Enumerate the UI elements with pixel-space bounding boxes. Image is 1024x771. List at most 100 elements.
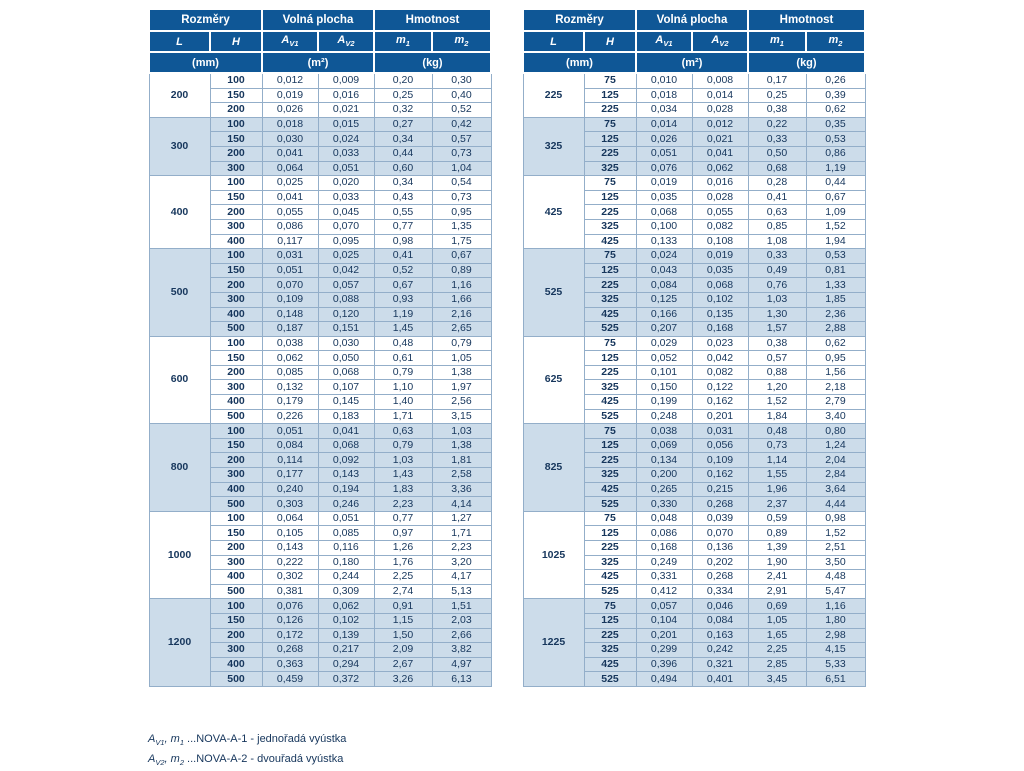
value-cell: 2,74 bbox=[373, 583, 433, 600]
value-cell: 1,24 bbox=[805, 437, 866, 454]
table-row: 425 75 0,019 0,016 0,28 0,44 bbox=[522, 175, 866, 250]
value-cell: 1,90 bbox=[747, 554, 807, 571]
value-cell: 2,67 bbox=[373, 656, 433, 673]
table-row: 300 0,222 0,180 1,76 3,20 bbox=[149, 554, 492, 571]
value-cell: 0,299 bbox=[635, 642, 693, 658]
dimension-h-cell: 100 bbox=[209, 248, 263, 264]
dimension-h-cell: 100 bbox=[209, 175, 263, 191]
value-cell: 3,64 bbox=[805, 481, 866, 498]
value-cell: 0,068 bbox=[691, 277, 749, 293]
footnote-segment: , m bbox=[164, 753, 180, 766]
value-cell: 0,48 bbox=[373, 335, 433, 352]
value-cell: 4,14 bbox=[431, 496, 492, 512]
dimension-h-cell: 325 bbox=[583, 642, 637, 658]
value-cell: 0,068 bbox=[317, 364, 375, 381]
value-cell: 2,51 bbox=[805, 540, 866, 556]
value-cell: 0,057 bbox=[317, 277, 375, 293]
value-cell: 0,68 bbox=[747, 160, 807, 177]
value-cell: 0,143 bbox=[261, 540, 319, 556]
value-cell: 0,59 bbox=[747, 510, 807, 527]
value-cell: 0,102 bbox=[691, 291, 749, 308]
dimension-h-cell: 300 bbox=[209, 160, 263, 177]
value-cell: 0,062 bbox=[261, 350, 319, 366]
dimension-l-cell: 625 bbox=[522, 335, 585, 425]
value-cell: 0,069 bbox=[635, 437, 693, 454]
value-cell: 0,194 bbox=[317, 481, 375, 498]
value-cell: 0,80 bbox=[805, 423, 866, 439]
value-cell: 0,125 bbox=[635, 291, 693, 308]
value-cell: 3,15 bbox=[431, 408, 492, 425]
value-cell: 0,086 bbox=[635, 525, 693, 541]
value-cell: 0,019 bbox=[635, 175, 693, 191]
table-header: Rozměry Volná plocha Hmotnost L H AV1 AV2 m1 m2(… bbox=[522, 8, 866, 74]
value-cell: 0,226 bbox=[261, 408, 319, 425]
value-cell: 0,73 bbox=[747, 437, 807, 454]
value-cell: 3,36 bbox=[431, 481, 492, 498]
table-row: 300 0,268 0,217 2,09 3,82 bbox=[149, 642, 492, 658]
dimension-h-cell: 100 bbox=[209, 116, 263, 133]
dimension-h-cell: 150 bbox=[209, 350, 263, 366]
table-row: 425 0,396 0,321 2,85 5,33 bbox=[523, 656, 866, 673]
value-cell: 1,52 bbox=[805, 218, 866, 235]
value-cell: 0,024 bbox=[317, 131, 375, 147]
footnote-segment: ...NOVA-A-2 - dvouřadá vyústka bbox=[183, 753, 344, 766]
value-cell: 0,056 bbox=[691, 437, 749, 454]
footnotes: AV1, m1 ...NOVA-A-1 - jednořadá vyústka A… bbox=[148, 731, 346, 771]
dimension-h-cell: 150 bbox=[209, 131, 263, 147]
value-cell: 0,53 bbox=[805, 248, 866, 264]
value-cell: 0,035 bbox=[635, 189, 693, 206]
value-cell: 0,396 bbox=[635, 656, 693, 673]
value-cell: 0,018 bbox=[261, 116, 319, 133]
value-cell: 0,076 bbox=[635, 160, 693, 177]
column-header: m1 bbox=[373, 30, 433, 53]
dimension-h-cell: 125 bbox=[583, 350, 637, 366]
value-cell: 1,65 bbox=[747, 627, 807, 644]
value-cell: 0,095 bbox=[317, 233, 375, 250]
value-cell: 0,303 bbox=[261, 496, 319, 512]
value-cell: 0,166 bbox=[635, 306, 693, 323]
table-row: 525 0,494 0,401 3,45 6,51 bbox=[523, 671, 866, 687]
value-cell: 0,042 bbox=[691, 350, 749, 366]
dimension-l-cell: 500 bbox=[148, 248, 211, 337]
value-cell: 1,20 bbox=[747, 379, 807, 396]
value-cell: 0,43 bbox=[373, 189, 433, 206]
table-row: 125 0,043 0,035 0,49 0,81 bbox=[523, 262, 866, 279]
table-row: 150 0,084 0,068 0,79 1,38 bbox=[149, 437, 492, 454]
footnote-segment: V1 bbox=[155, 738, 165, 748]
dimension-h-cell: 200 bbox=[209, 452, 263, 469]
dimension-h-cell: 225 bbox=[583, 145, 637, 162]
dimension-h-cell: 225 bbox=[583, 627, 637, 644]
table-row: 1025 75 0,048 0,039 0,59 0,98 bbox=[522, 510, 866, 600]
value-cell: 0,97 bbox=[373, 525, 433, 541]
value-cell: 0,100 bbox=[635, 218, 693, 235]
value-cell: 3,26 bbox=[373, 671, 433, 687]
value-cell: 0,79 bbox=[373, 364, 433, 381]
table-row: 200 100 0,012 0,009 0,20 0,30 bbox=[148, 72, 492, 118]
dimension-l-cell: 425 bbox=[522, 175, 585, 250]
dimension-l-cell: 1025 bbox=[522, 510, 585, 600]
value-cell: 0,179 bbox=[261, 394, 319, 410]
value-cell: 0,033 bbox=[317, 189, 375, 206]
value-cell: 0,248 bbox=[635, 408, 693, 425]
value-cell: 0,014 bbox=[691, 87, 749, 104]
value-cell: 0,25 bbox=[747, 87, 807, 104]
value-cell: 0,246 bbox=[317, 496, 375, 512]
dimension-h-cell: 125 bbox=[583, 262, 637, 279]
value-cell: 0,201 bbox=[635, 627, 693, 644]
value-cell: 0,27 bbox=[373, 116, 433, 133]
value-cell: 0,024 bbox=[635, 248, 693, 264]
dimension-l-cell: 1200 bbox=[148, 598, 211, 687]
value-cell: 0,34 bbox=[373, 175, 433, 191]
dimension-l-cell: 225 bbox=[522, 72, 585, 118]
value-cell: 0,60 bbox=[373, 160, 433, 177]
value-cell: 1,43 bbox=[373, 467, 433, 483]
value-cell: 0,048 bbox=[635, 510, 693, 527]
value-cell: 0,73 bbox=[431, 145, 492, 162]
value-cell: 2,09 bbox=[373, 642, 433, 658]
dimension-h-cell: 100 bbox=[209, 72, 263, 89]
header-group-label: Rozměry bbox=[148, 8, 263, 32]
dimension-h-cell: 75 bbox=[583, 598, 637, 614]
value-cell: 0,084 bbox=[635, 277, 693, 293]
value-cell: 0,81 bbox=[805, 262, 866, 279]
dimension-h-cell: 125 bbox=[583, 87, 637, 104]
